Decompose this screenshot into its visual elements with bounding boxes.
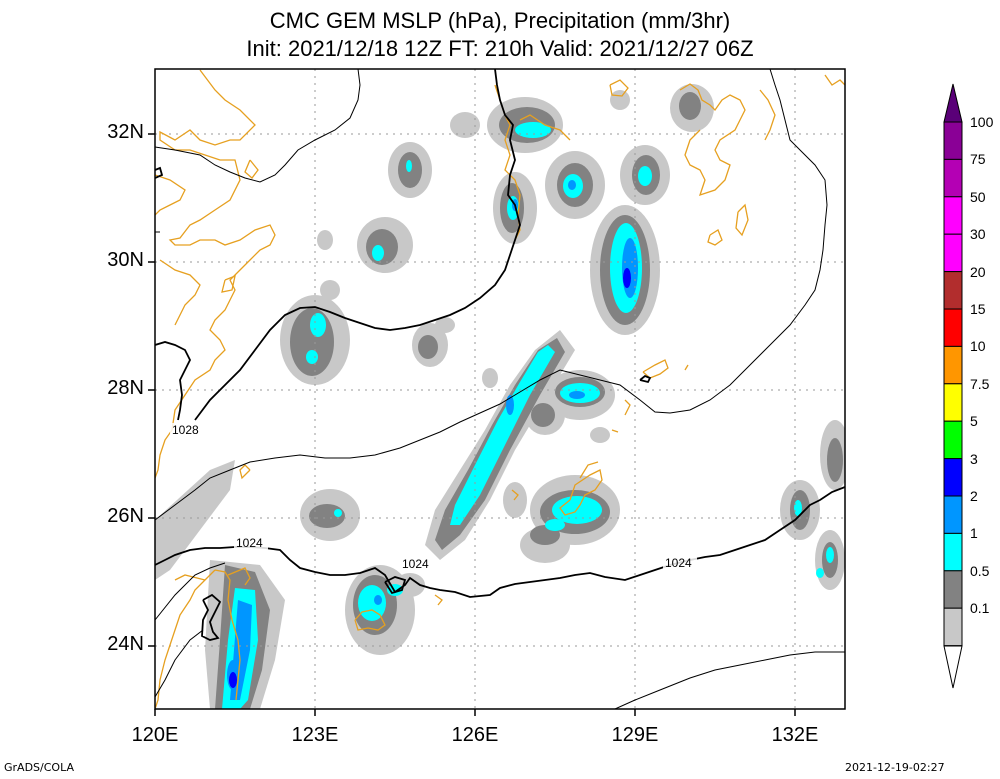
lon-label-132e: 132E xyxy=(771,724,819,746)
colorbar-label-7: 7.5 xyxy=(970,375,990,392)
colorbar-box-4 xyxy=(943,271,963,310)
colorbar-box-9 xyxy=(943,458,963,497)
lat-label-24n: 24N xyxy=(107,633,144,655)
coastlines xyxy=(155,69,845,709)
precip-darkblue xyxy=(229,268,631,688)
colorbar-box-2 xyxy=(943,196,963,235)
colorbar-box-0 xyxy=(943,121,963,160)
colorbar-label-5: 15 xyxy=(970,301,986,317)
lat-label-26n: 26N xyxy=(107,505,144,527)
isobar-label-1024-west: 1024 xyxy=(236,536,263,550)
colorbar-box-8 xyxy=(943,420,963,460)
isobar-label-1024-east: 1024 xyxy=(665,556,692,570)
colorbar-label-2: 50 xyxy=(970,188,986,205)
colorbar-label-1: 75 xyxy=(970,151,986,168)
colorbar-label-10: 2 xyxy=(970,488,978,504)
colorbar-label-4: 20 xyxy=(970,263,986,280)
map-subtitle: Init: 2021/12/18 12Z FT: 210h Valid: 202… xyxy=(246,36,754,61)
colorbar-box-6 xyxy=(943,345,963,385)
colorbar-label-6: 10 xyxy=(970,338,986,355)
lat-label-30n: 30N xyxy=(107,249,144,271)
colorbar-box-7 xyxy=(943,383,963,422)
footer-timestamp: 2021-12-19-02:27 xyxy=(845,761,945,774)
colorbar-label-8: 5 xyxy=(970,413,978,430)
colorbar-bottom-triangle xyxy=(943,645,963,689)
axis-ticks xyxy=(148,133,796,716)
lon-label-123e: 123E xyxy=(291,724,339,746)
colorbar-box-5 xyxy=(943,308,963,347)
lon-label-120e: 120E xyxy=(131,724,179,746)
lat-lon-grid xyxy=(155,69,845,709)
lat-label-32n: 32N xyxy=(107,121,144,143)
colorbar-box-3 xyxy=(943,233,963,273)
colorbar-box-11 xyxy=(943,532,963,572)
colorbar-box-13 xyxy=(943,607,963,647)
colorbar-label-11: 1 xyxy=(970,525,978,542)
colorbar-label-0: 100 xyxy=(970,114,994,130)
colorbar-label-12: 0.5 xyxy=(970,562,990,579)
lon-label-129e: 129E xyxy=(611,724,659,746)
isobar-label-1024-center: 1024 xyxy=(402,557,429,571)
lon-label-126e: 126E xyxy=(451,724,499,746)
lat-label-28n: 28N xyxy=(107,377,144,399)
colorbar-box-10 xyxy=(943,495,963,534)
map-title: CMC GEM MSLP (hPa), Precipitation (mm/3h… xyxy=(269,8,731,33)
isobar-label-1028: 1028 xyxy=(172,423,199,437)
isobars xyxy=(155,69,845,709)
footer-software: GrADS/COLA xyxy=(4,761,74,774)
colorbar-top-triangle xyxy=(943,83,963,123)
map-frame xyxy=(154,68,846,710)
colorbar-box-12 xyxy=(943,570,963,609)
colorbar-label-13: 0.1 xyxy=(970,600,990,617)
colorbar-label-3: 30 xyxy=(970,226,986,243)
colorbar-label-9: 3 xyxy=(970,450,978,467)
colorbar-box-1 xyxy=(943,158,963,198)
